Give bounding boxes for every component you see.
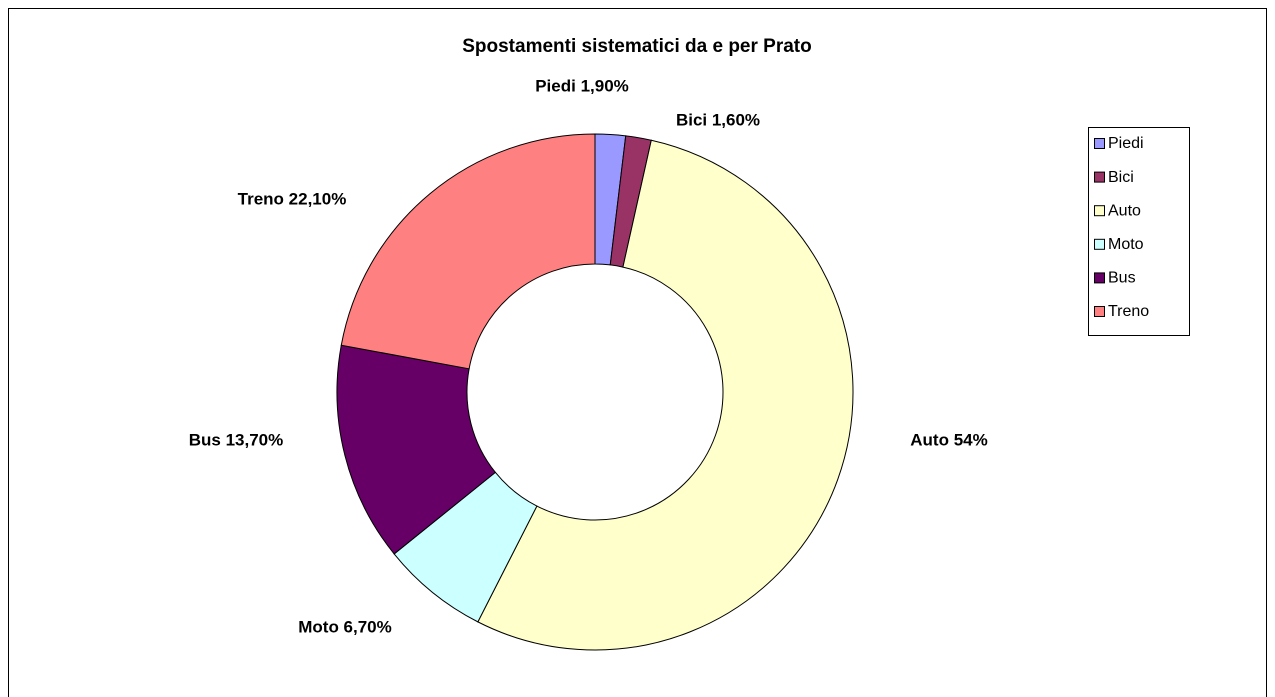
data-label: Treno 22,10% [238,189,347,208]
data-label: Bus 13,70% [189,430,284,449]
data-label: Auto 54% [910,430,987,449]
legend-label: Moto [1108,236,1144,253]
legend-swatch [1094,238,1105,250]
data-label: Piedi 1,90% [535,76,629,95]
legend-swatch [1094,306,1105,317]
data-label: Moto 6,70% [298,617,392,636]
legend-label: Bus [1108,270,1136,287]
legend-label: Piedi [1108,135,1144,152]
legend-swatch [1094,171,1105,183]
legend-label: Treno [1108,303,1149,320]
chart-title: Spostamenti sistematici da e per Prato [462,36,812,57]
legend-box [1088,127,1190,336]
legend-swatch [1094,205,1105,217]
legend-swatch [1094,138,1105,149]
legend-swatch [1094,272,1105,284]
data-label: Bici 1,60% [676,110,760,129]
donut-segment [477,139,854,651]
legend-label: Auto [1108,202,1141,219]
legend-label: Bici [1108,169,1134,186]
donut-segment [340,133,596,370]
donut-segment [336,344,497,555]
